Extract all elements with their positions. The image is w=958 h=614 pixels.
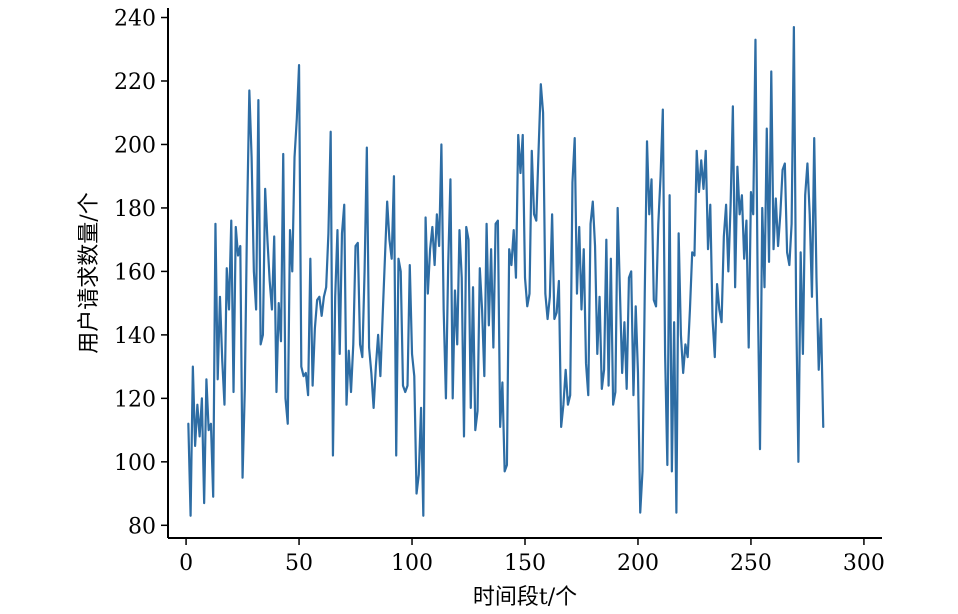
x-tick-label: 100 <box>391 551 433 576</box>
y-tick-label: 100 <box>114 451 156 476</box>
y-tick-label: 140 <box>114 324 156 349</box>
y-axis-ticks: 80 100 120 140 160 180 200 220 240 <box>114 7 168 539</box>
y-tick-label: 160 <box>114 260 156 285</box>
x-axis-ticks: 0 50 100 150 200 250 300 <box>179 538 885 576</box>
x-tick-label: 300 <box>843 551 885 576</box>
y-tick-label: 240 <box>114 7 156 32</box>
y-tick-label: 180 <box>114 197 156 222</box>
y-tick-label: 80 <box>128 514 156 539</box>
series-layer <box>187 25 825 517</box>
y-tick-label: 220 <box>114 70 156 95</box>
y-axis-label: 用户请求数量/个 <box>77 192 102 353</box>
series-line-1 <box>187 25 825 517</box>
y-tick-label: 120 <box>114 387 156 412</box>
x-tick-label: 200 <box>617 551 659 576</box>
x-tick-label: 50 <box>285 551 313 576</box>
y-tick-label: 200 <box>114 133 156 158</box>
x-axis-label: 时间段t/个 <box>473 585 577 610</box>
x-tick-label: 150 <box>504 551 546 576</box>
x-tick-label: 250 <box>730 551 772 576</box>
x-tick-label: 0 <box>179 551 193 576</box>
